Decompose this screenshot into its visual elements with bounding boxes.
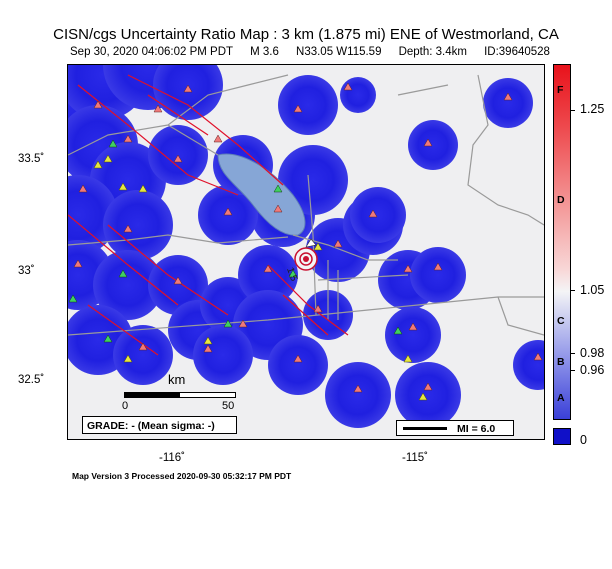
scale-unit: km [168, 372, 186, 387]
scale-end: 50 [222, 400, 235, 412]
contour-label: 1.5 [284, 266, 299, 283]
event-location: N33.05 W115.59 [296, 46, 382, 58]
epicenter-contour: 1.5 [284, 238, 318, 283]
colorbar-letter-f: F [557, 84, 564, 96]
event-info: Sep 30, 2020 04:06:02 PM PDT M 3.6 N33.0… [70, 46, 550, 58]
mi-line [403, 427, 447, 430]
stations [68, 82, 543, 401]
mi-label: MI = 6.0 [457, 423, 496, 435]
scale-start: 0 [122, 400, 129, 412]
lat-tick-32-5: 32.5˚ [18, 374, 45, 386]
map-canvas: 1.5 [68, 65, 544, 428]
event-datetime: Sep 30, 2020 04:06:02 PM PDT [70, 46, 234, 58]
grade-box: GRADE: - (Mean sigma: -) [82, 416, 237, 434]
colorbar-letter-c: C [557, 315, 565, 327]
event-id: ID:39640528 [484, 46, 550, 58]
fault-lines [68, 74, 349, 356]
scale-bar: km 0 50 [88, 372, 248, 420]
colorbar-value-0: 0 [580, 433, 587, 447]
lat-tick-33: 33˚ [18, 265, 35, 277]
uncertainty-map[interactable]: 1.5 [67, 64, 545, 440]
event-depth: Depth: 3.4km [398, 46, 467, 58]
colorbar-value-0-98: 0.98 [580, 346, 605, 360]
scale-line [124, 392, 236, 398]
colorbar-value-1-25: 1.25 [580, 102, 605, 116]
map-title: CISN/cgs Uncertainty Ratio Map : 3 km (1… [53, 26, 559, 43]
footer-version: Map Version 3 Processed 2020-09-30 05:32… [72, 471, 292, 481]
lon-tick-116: -116˚ [159, 452, 185, 464]
colorbar [553, 64, 571, 420]
colorbar-letter-a: A [557, 392, 565, 404]
event-magnitude: M 3.6 [250, 46, 279, 58]
colorbar-letter-d: D [557, 194, 565, 206]
lon-tick-115: -115˚ [402, 452, 428, 464]
colorbar-letter-b: B [557, 356, 565, 368]
mi-legend: MI = 6.0 [396, 420, 514, 436]
boundaries [68, 74, 544, 336]
coverage-areas [68, 65, 544, 428]
colorbar-value-0-96: 0.96 [580, 363, 605, 377]
colorbar-zero-block [553, 428, 571, 445]
lat-tick-33-5: 33.5˚ [18, 153, 45, 165]
colorbar-value-1-05: 1.05 [580, 283, 605, 297]
